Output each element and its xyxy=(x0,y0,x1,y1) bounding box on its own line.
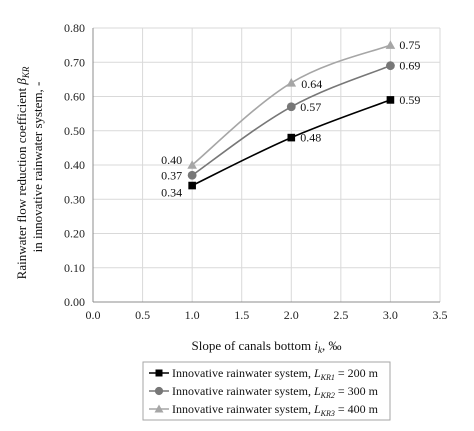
series-kr1 xyxy=(188,96,395,190)
data-label: 0.40 xyxy=(161,153,182,167)
tick-labels: 0.00 0.10 0.20 0.30 0.40 0.50 0.60 0.70 0.80 0.0 0… xyxy=(64,21,448,322)
axes xyxy=(92,28,440,303)
x-tick-label: 3.0 xyxy=(383,308,398,322)
data-point-circle xyxy=(386,61,395,71)
data-point-square xyxy=(188,181,196,190)
data-label: 0.34 xyxy=(161,186,182,200)
data-point-square xyxy=(386,96,395,104)
data-label: 0.48 xyxy=(300,131,321,145)
data-point-square xyxy=(287,133,296,142)
x-tick-label: 2.5 xyxy=(333,308,348,322)
grid xyxy=(93,27,441,302)
x-tick-label: 1.5 xyxy=(234,308,249,322)
data-label: 0.59 xyxy=(399,93,420,107)
data-label: 0.37 xyxy=(161,168,182,182)
x-tick-label: 3.5 xyxy=(433,308,448,322)
data-label: 0.64 xyxy=(301,77,322,91)
data-label: 0.75 xyxy=(399,38,420,52)
axis-titles: Slope of canals bottom ik, ‰ Rainwater fl… xyxy=(14,66,341,355)
series-lines xyxy=(187,40,396,190)
y-tick-label: 0.70 xyxy=(64,55,85,69)
y-tick-label: 0.60 xyxy=(64,90,85,104)
x-tick-label: 0.0 xyxy=(86,308,101,322)
data-point-triangle xyxy=(286,78,297,87)
y-tick-label: 0.20 xyxy=(64,227,85,241)
data-label: 0.57 xyxy=(300,100,321,114)
y-axis-title-line1: Rainwater flow reduction coefficient βKR xyxy=(14,66,31,279)
data-point-triangle xyxy=(154,404,164,413)
data-point-circle xyxy=(154,386,164,396)
y-tick-label: 0.10 xyxy=(64,261,85,275)
data-point-triangle xyxy=(385,40,396,49)
data-point-circle xyxy=(286,102,296,112)
legend-label: Innovative rainwater system, LKR3 = 400 … xyxy=(172,402,379,418)
legend: Innovative rainwater system, LKR1 = 200 … xyxy=(142,361,391,421)
series-kr2 xyxy=(187,61,395,180)
series-kr3 xyxy=(187,40,396,169)
x-axis-title: Slope of canals bottom ik, ‰ xyxy=(192,338,342,355)
legend-item-kr1: Innovative rainwater system, LKR1 = 200 … xyxy=(149,366,379,382)
data-label: 0.69 xyxy=(399,59,420,73)
y-tick-label: 0.00 xyxy=(64,295,85,309)
legend-item-kr3: Innovative rainwater system, LKR3 = 400 … xyxy=(149,402,379,418)
legend-box xyxy=(142,361,391,421)
x-tick-label: 1.0 xyxy=(185,308,200,322)
x-tick-label: 0.5 xyxy=(135,308,150,322)
y-tick-label: 0.30 xyxy=(64,192,85,206)
data-point-circle xyxy=(187,170,197,180)
data-point-square xyxy=(155,369,163,377)
data-point-triangle xyxy=(187,160,197,169)
legend-label: Innovative rainwater system, LKR2 = 300 … xyxy=(172,384,379,400)
data-labels: 0.34 0.48 0.59 0.37 0.57 0.69 0.40 0.64 0.75 xyxy=(161,38,420,199)
y-axis-title-line2: in innovative rainwater system, - xyxy=(30,82,45,253)
y-tick-label: 0.40 xyxy=(64,158,85,172)
x-tick-label: 2.0 xyxy=(284,308,299,322)
legend-label: Innovative rainwater system, LKR1 = 200 … xyxy=(172,366,379,382)
y-tick-label: 0.50 xyxy=(64,124,85,138)
legend-item-kr2: Innovative rainwater system, LKR2 = 300 … xyxy=(149,384,379,400)
y-tick-label: 0.80 xyxy=(64,21,85,35)
